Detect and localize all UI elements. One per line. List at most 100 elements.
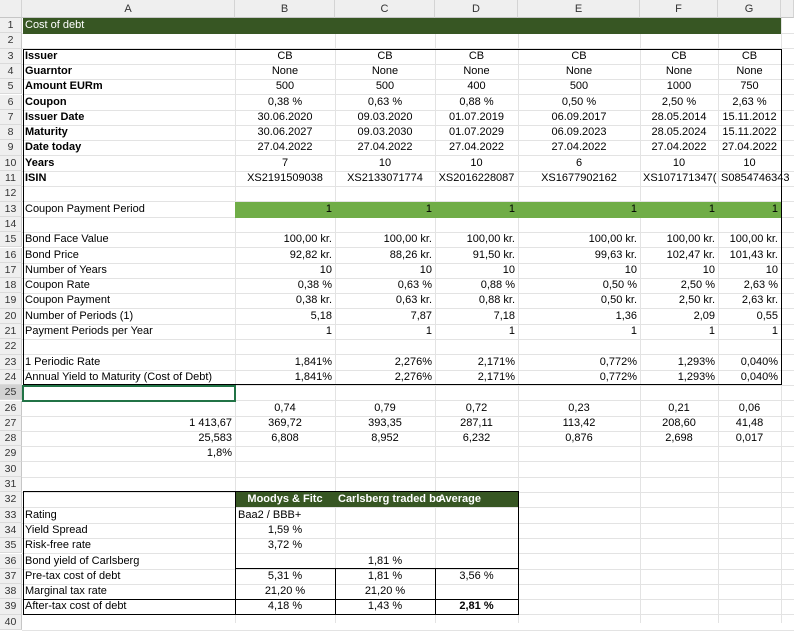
date-today-d[interactable]: 27.04.2022 (448, 141, 505, 154)
weight-amount-g[interactable]: 41,48 (735, 416, 764, 429)
ytm-years-e[interactable]: 10 (624, 263, 637, 276)
row-header-22[interactable]: 22 (0, 339, 22, 355)
row-header-21[interactable]: 21 (0, 324, 22, 340)
row-header-12[interactable]: 12 (0, 186, 22, 202)
years-d[interactable]: 10 (470, 156, 483, 169)
ytm-rate-b[interactable]: 0,38 % (297, 279, 332, 292)
ytm-price-d[interactable]: 91,50 kr. (472, 248, 515, 261)
ytm-rate-d[interactable]: 0,88 % (480, 279, 515, 292)
weight-product-f[interactable]: 2,698 (665, 432, 693, 445)
label-pretax[interactable]: Pre-tax cost of debt (25, 569, 121, 582)
ytm-periodic-f[interactable]: 1,293% (677, 355, 715, 368)
ytm-price-f[interactable]: 102,47 kr. (666, 248, 715, 261)
ytm-face-f[interactable]: 100,00 kr. (666, 233, 715, 246)
label-ytm-years[interactable]: Number of Years (25, 263, 107, 276)
ytm-face-d[interactable]: 100,00 kr. (466, 233, 515, 246)
weight-product-e[interactable]: 0,876 (565, 432, 593, 445)
maturity-f[interactable]: 28.05.2024 (651, 126, 707, 139)
years-c[interactable]: 10 (378, 156, 392, 169)
issuer-g[interactable]: CB (741, 49, 758, 62)
ytm-annual-f[interactable]: 1,293% (677, 370, 715, 383)
label-isin[interactable]: ISIN (25, 172, 47, 184)
label-bond-yield[interactable]: Bond yield of Carlsberg (25, 554, 140, 567)
amount-c[interactable]: 500 (375, 80, 395, 93)
ytm-payment-e[interactable]: 0,50 kr. (600, 294, 637, 307)
selected-cell-a25[interactable] (22, 385, 236, 402)
ytm-ppy-b[interactable]: 1 (325, 325, 332, 337)
ytm-periods-c[interactable]: 7,87 (410, 309, 432, 322)
ytm-rate-g[interactable]: 2,63 % (743, 279, 778, 292)
maturity-b[interactable]: 30.06.2027 (257, 126, 313, 139)
row-header-35[interactable]: 35 (0, 538, 22, 554)
ytm-face-e[interactable]: 100,00 kr. (588, 233, 637, 246)
years-f[interactable]: 10 (672, 156, 686, 169)
coupon-period-b[interactable]: 1 (325, 202, 332, 215)
ytm-price-b[interactable]: 92,82 kr. (289, 248, 332, 261)
summary-header-moodys[interactable]: Moodys & Fitc (247, 493, 323, 506)
sheet-title[interactable]: Cost of debt (25, 19, 85, 31)
ytm-ppy-c[interactable]: 1 (425, 325, 432, 337)
yield-spread-value[interactable]: 1,59 % (267, 523, 303, 536)
coupon-f[interactable]: 2,50 % (661, 95, 697, 108)
label-issue-date[interactable]: Issuer Date (25, 110, 85, 123)
isin-f[interactable]: XS107171347( (643, 172, 717, 184)
ytm-payment-g[interactable]: 2,63 kr. (741, 294, 778, 307)
column-header-d[interactable]: D (435, 0, 518, 18)
ytm-payment-d[interactable]: 0,88 kr. (478, 294, 515, 307)
row-header-29[interactable]: 29 (0, 446, 22, 462)
weight-product-g[interactable]: 0,017 (735, 432, 764, 445)
label-tax-rate[interactable]: Marginal tax rate (25, 585, 107, 598)
ytm-years-f[interactable]: 10 (702, 263, 715, 276)
row-header-36[interactable]: 36 (0, 553, 22, 569)
ytm-rate-e[interactable]: 0,50 % (602, 279, 637, 292)
ytm-rate-c[interactable]: 0,63 % (397, 279, 432, 292)
ytm-payment-f[interactable]: 2,50 kr. (678, 294, 715, 307)
weight-ratio-c[interactable]: 0,79 (374, 401, 396, 414)
ytm-periodic-c[interactable]: 2,276% (394, 355, 432, 368)
weight-amount-f[interactable]: 208,60 (662, 416, 696, 429)
weight-amount-d[interactable]: 287,11 (460, 416, 493, 429)
row-header-1[interactable]: 1 (0, 18, 22, 34)
ytm-years-d[interactable]: 10 (502, 263, 515, 276)
tax-moodys[interactable]: 21,20 % (264, 585, 306, 598)
date-today-e[interactable]: 27.04.2022 (551, 141, 607, 154)
ytm-periodic-g[interactable]: 0,040% (740, 355, 778, 368)
tax-carlsberg[interactable]: 21,20 % (364, 585, 406, 598)
row-header-30[interactable]: 30 (0, 461, 22, 477)
isin-g[interactable]: S0854746343 (721, 172, 790, 184)
summary-header-average[interactable]: Average (438, 493, 482, 506)
pretax-carlsberg[interactable]: 1,81 % (367, 569, 403, 582)
row-header-32[interactable]: 32 (0, 492, 22, 508)
ytm-periods-e[interactable]: 1,36 (615, 309, 637, 322)
isin-c[interactable]: XS2133071774 (347, 172, 423, 184)
row-header-33[interactable]: 33 (0, 507, 22, 523)
issuer-d[interactable]: CB (468, 49, 485, 62)
row-header-28[interactable]: 28 (0, 431, 22, 447)
label-coupon[interactable]: Coupon (25, 95, 67, 108)
weight-ratio-f[interactable]: 0,21 (668, 401, 690, 414)
row-header-2[interactable]: 2 (0, 33, 22, 49)
row-header-37[interactable]: 37 (0, 568, 22, 585)
label-ytm-periods[interactable]: Number of Periods (1) (25, 309, 134, 322)
row-header-39[interactable]: 39 (0, 599, 22, 615)
row-header-17[interactable]: 17 (0, 262, 22, 279)
label-years[interactable]: Years (25, 156, 55, 169)
row-header-8[interactable]: 8 (0, 125, 22, 141)
row-header-38[interactable]: 38 (0, 584, 22, 600)
row-header-34[interactable]: 34 (0, 522, 22, 539)
coupon-g[interactable]: 2,63 % (732, 95, 767, 108)
column-header-e[interactable]: E (518, 0, 640, 18)
ytm-periods-g[interactable]: 0,55 (756, 309, 778, 322)
row-header-16[interactable]: 16 (0, 247, 22, 263)
ytm-annual-c[interactable]: 2,276% (394, 370, 432, 383)
issuer-c[interactable]: CB (377, 49, 393, 62)
ytm-ppy-d[interactable]: 1 (508, 325, 515, 337)
guarantor-e[interactable]: None (565, 64, 593, 77)
ytm-rate-f[interactable]: 2,50 % (680, 279, 715, 292)
label-yield-spread[interactable]: Yield Spread (25, 523, 88, 536)
weight-ratio-e[interactable]: 0,23 (568, 401, 590, 414)
row-header-26[interactable]: 26 (0, 400, 22, 416)
weight-ratio-b[interactable]: 0,74 (274, 401, 296, 414)
weight-ratio-g[interactable]: 0,06 (738, 401, 761, 414)
ytm-periodic-e[interactable]: 0,772% (599, 355, 637, 368)
